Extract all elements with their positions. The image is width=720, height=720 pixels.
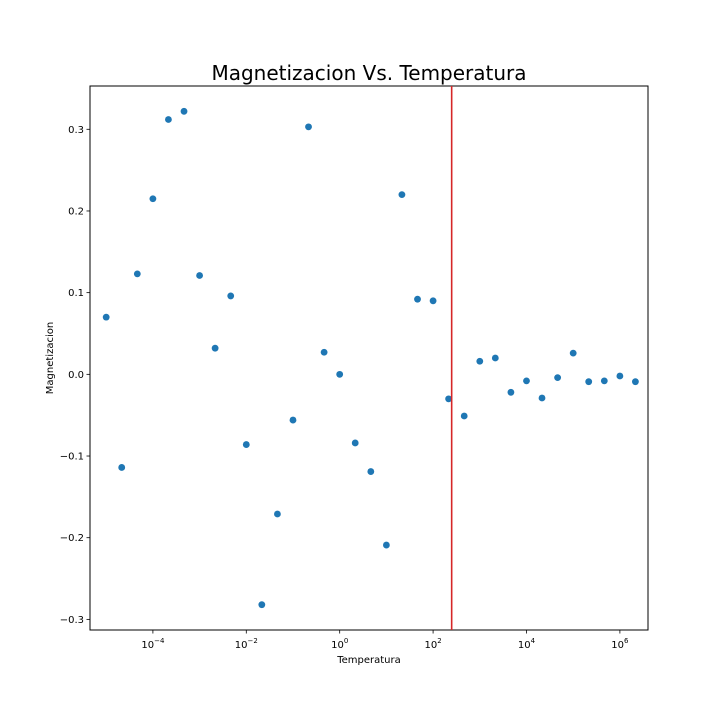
y-tick-label-2: 0.2 [68,206,84,217]
data-point-23 [445,395,453,403]
data-point-1 [102,313,110,321]
data-point-7 [196,272,203,279]
data-point-9 [227,292,235,300]
y-tick-label-5: −0.1 [60,452,84,463]
data-point-20 [398,191,406,199]
x-axis-label: Temperatura [336,655,401,666]
data-point-26 [491,354,499,362]
y-axis-label: Magnetizacion [45,322,56,394]
data-point-15 [320,348,328,356]
y-tick-label-6: −0.2 [60,533,84,544]
data-point-34 [616,372,624,380]
y-tick-label-1: 0.3 [68,125,84,136]
data-point-8 [211,344,219,352]
plot-area [89,85,649,631]
data-point-16 [336,370,344,378]
data-point-11 [258,601,266,609]
x-axis-ticks: 10−4 10−2 100 102 104 106 [141,630,629,651]
data-point-25 [476,357,484,365]
data-point-22 [429,297,437,305]
y-axis-ticks: 0.3 0.2 0.1 0.0 −0.1 −0.2 −0.3 [60,125,90,626]
data-point-19 [382,541,390,549]
data-point-2 [118,464,126,471]
data-point-32 [585,378,593,386]
data-point-30 [554,374,562,381]
data-point-33 [600,377,608,385]
x-tick-label-5: 104 [518,637,536,651]
data-point-12 [274,510,281,518]
data-point-6 [180,107,188,115]
data-point-14 [305,123,312,131]
data-point-10 [242,441,250,448]
plot-frame [89,85,649,631]
data-point-28 [523,377,530,385]
data-point-27 [507,388,515,396]
data-point-4 [149,195,157,203]
x-tick-label-2: 10−2 [235,637,258,651]
x-tick-label-1: 10−4 [141,637,165,651]
data-point-24 [460,412,468,420]
data-point-29 [538,394,546,402]
data-point-18 [367,468,375,475]
data-point-35 [632,378,639,386]
chart-title: Magnetizacion Vs. Temperatura [211,61,526,85]
x-tick-label-6: 106 [611,637,629,651]
y-tick-label-3: 0.1 [68,288,84,299]
data-point-3 [133,270,141,278]
data-point-31 [569,349,577,357]
y-tick-label-7: −0.3 [60,615,84,626]
y-tick-label-4: 0.0 [68,370,84,381]
x-tick-label-4: 102 [424,637,441,651]
points-layer [102,107,639,609]
data-point-17 [351,439,359,447]
data-point-21 [414,295,421,303]
data-point-13 [289,416,297,424]
data-point-5 [165,116,172,123]
x-tick-label-3: 100 [331,637,348,651]
